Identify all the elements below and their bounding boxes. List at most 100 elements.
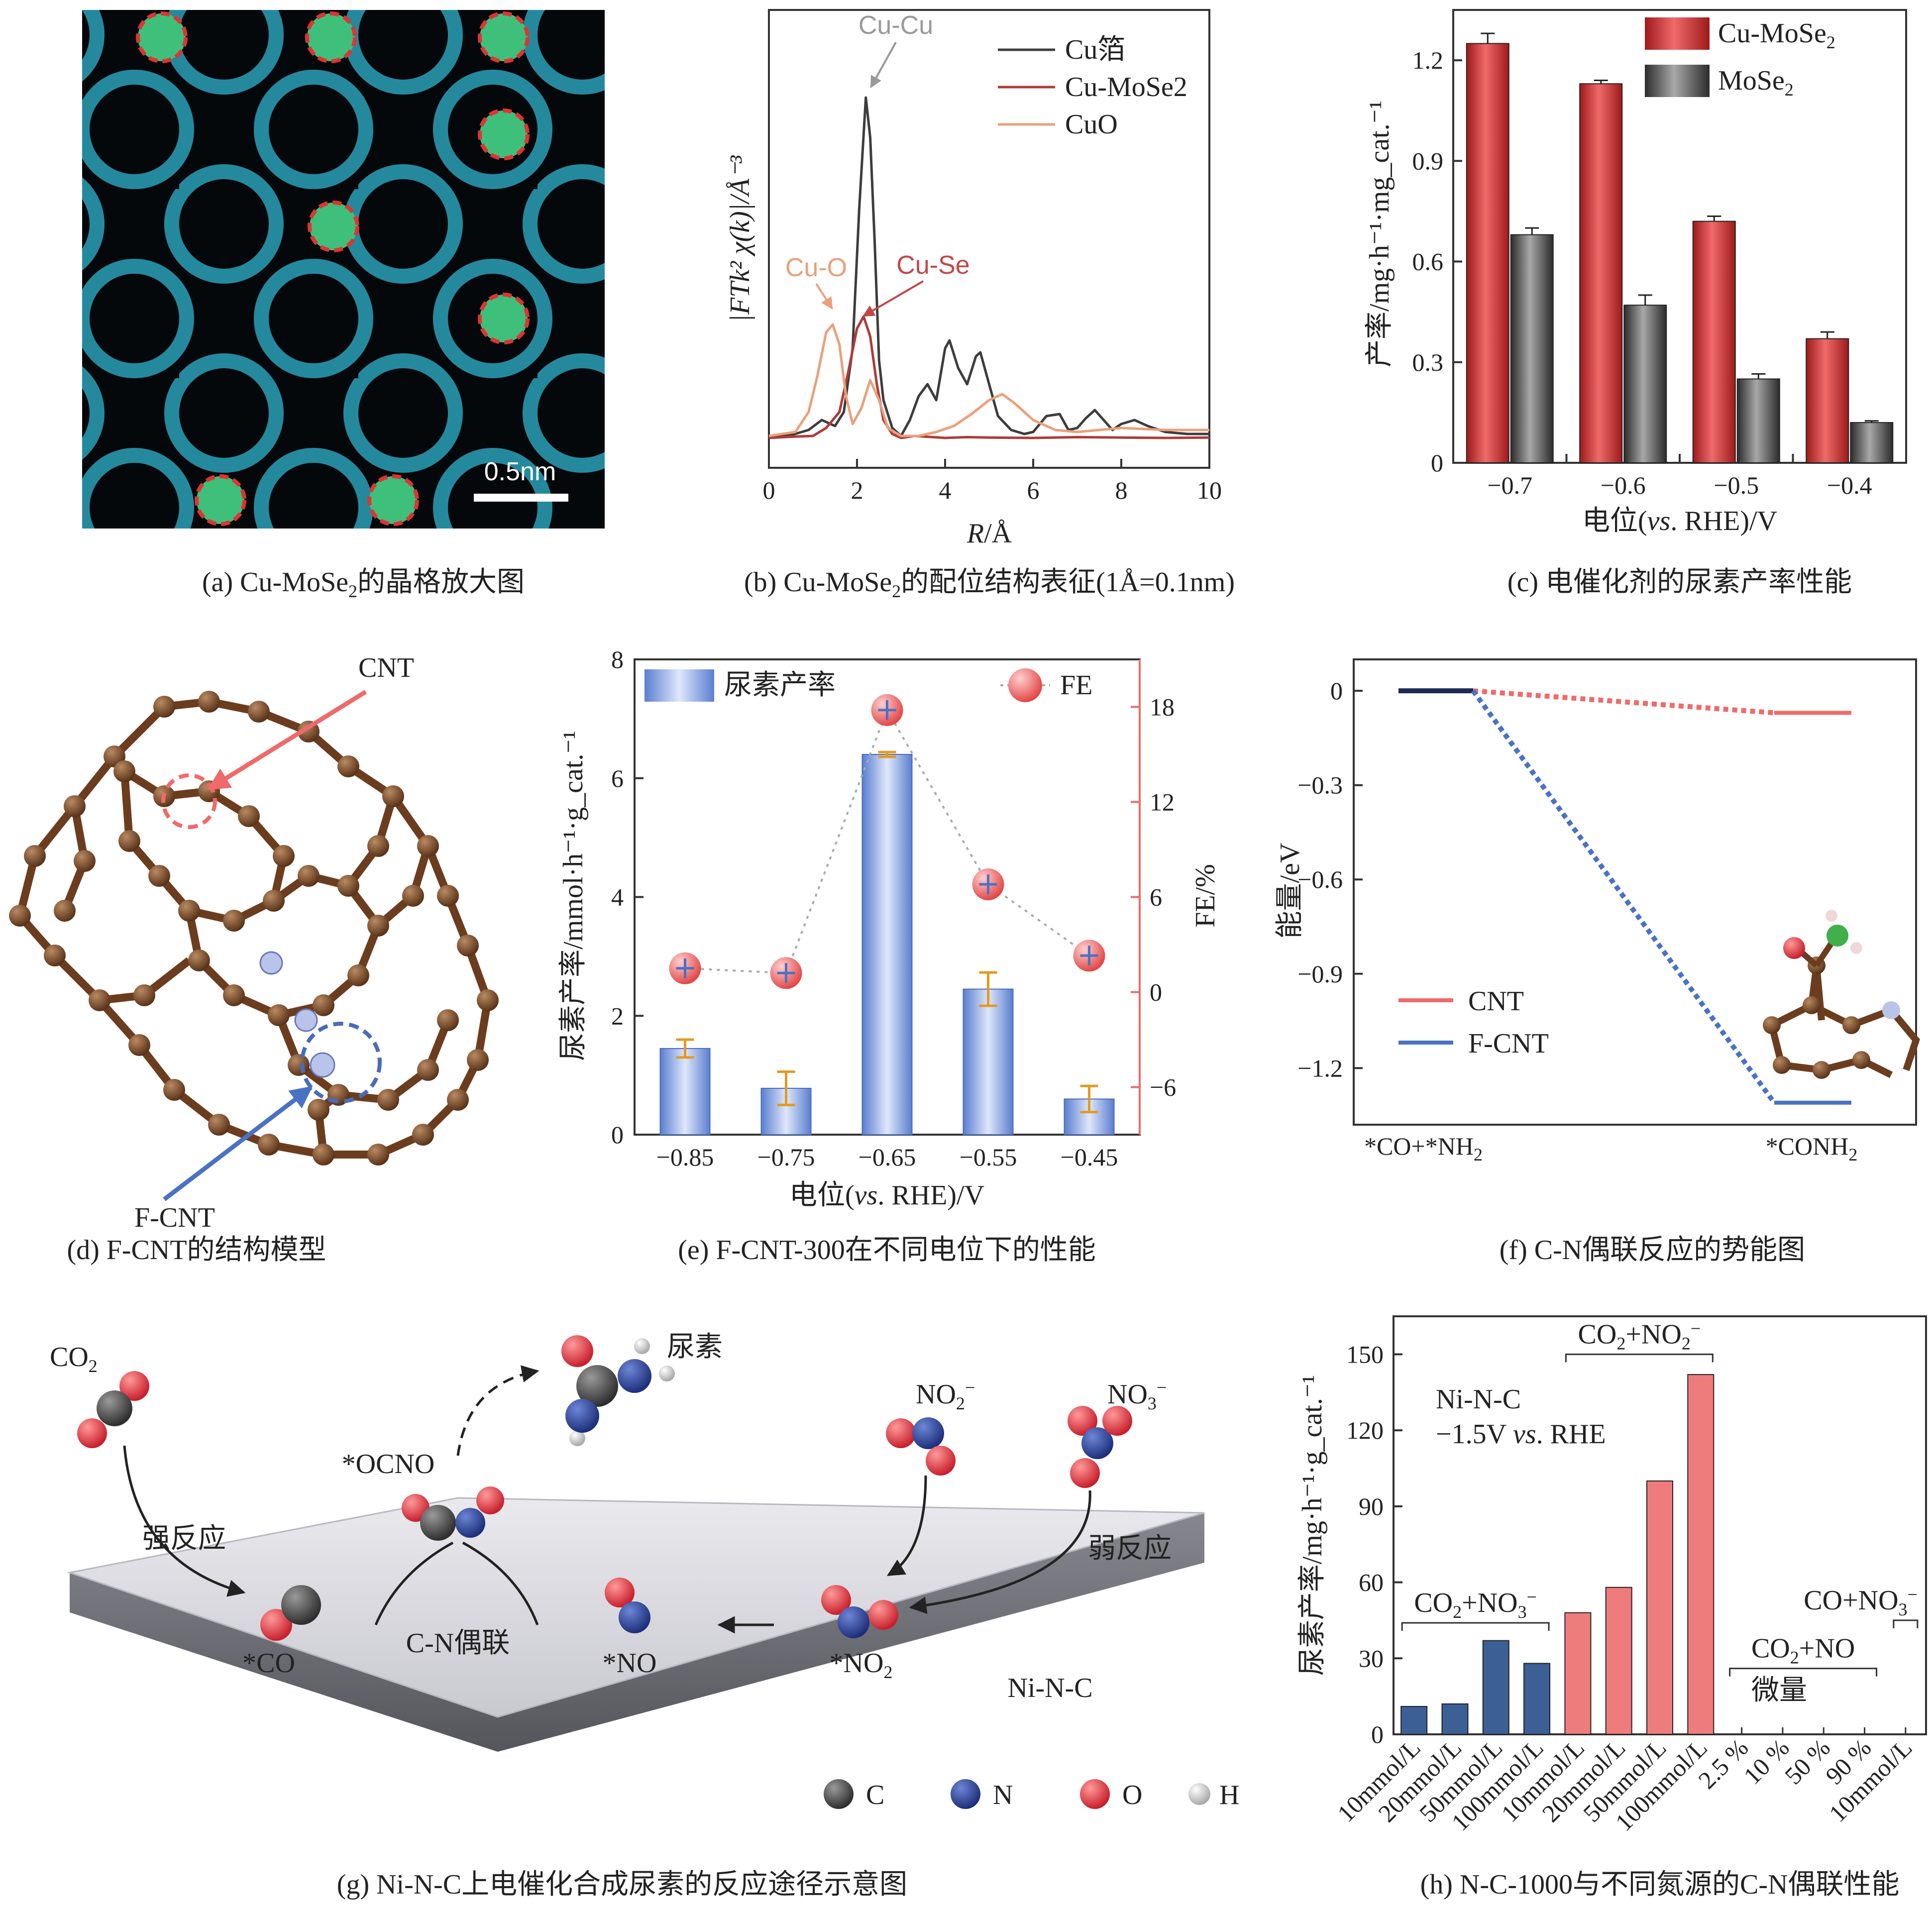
inset-h-atom xyxy=(1825,910,1837,922)
legend-label-cumose2: Cu-MoSe2 xyxy=(1065,72,1187,103)
e-xlabel: 电位(vs. RHE)/V xyxy=(789,1180,984,1211)
inset-o-atom xyxy=(1783,937,1805,959)
h-inset-line2: −1.5V vs. RHE xyxy=(1436,1419,1606,1450)
b-series xyxy=(768,96,1210,439)
conh2-inset-molecule xyxy=(1763,910,1920,1079)
caption-c: (c) 电催化剂的尿素产率性能 xyxy=(1507,567,1852,598)
label-urea: 尿素 xyxy=(667,1332,723,1363)
arrow-cnt xyxy=(207,690,367,791)
h-ytick-label: 120 xyxy=(1346,1416,1384,1444)
co2-molecule xyxy=(77,1371,149,1448)
scale-bar-label: 0.5nm xyxy=(484,457,556,486)
c-bars xyxy=(1466,32,1894,464)
panel-h: 030609012015010mmol/L20mmol/L50mmol/L100… xyxy=(1297,1315,1927,1900)
b-xtick-label: 2 xyxy=(851,476,863,504)
panel-g: CO2 尿素 *OCNO NO2− xyxy=(50,1332,1239,1900)
carbon-atom xyxy=(128,1034,150,1056)
carbon-atom xyxy=(153,696,175,718)
e-ytick-label: 6 xyxy=(611,764,624,792)
carbon-atom xyxy=(238,805,260,827)
b-xtick-label: 10 xyxy=(1197,476,1222,504)
carbon-atom xyxy=(263,890,285,912)
carbon-atom xyxy=(382,785,404,807)
carbon-atom xyxy=(308,1099,329,1121)
arrow-urea xyxy=(456,1365,539,1456)
legend-label-f-cnt: F-CNT xyxy=(1468,1028,1549,1059)
legend-label-o: O xyxy=(1122,1780,1142,1810)
cu-site-marker xyxy=(136,11,188,63)
carbon-atom xyxy=(467,1049,489,1071)
n-atom xyxy=(838,1606,869,1638)
carbon-atom xyxy=(412,1124,434,1146)
inset-h-atom xyxy=(1850,942,1862,954)
carbon-atom xyxy=(402,885,424,907)
e-legend: 尿素产率 FE xyxy=(644,668,1092,702)
cu-sites xyxy=(136,11,530,526)
panel-c: 0 0.3 0.6 0.9 1.2 −0.7 −0.6 −0.5 −0.4 产率/mg·h⁻¹·… xyxy=(1364,9,1907,598)
c-ytick-label: 0.3 xyxy=(1412,348,1444,376)
b-xlabel: R/Å xyxy=(966,518,1012,549)
e-bar xyxy=(963,988,1014,1135)
c-xtick-label: −0.6 xyxy=(1601,471,1646,499)
c-bar xyxy=(1692,220,1736,463)
no3-molecule xyxy=(1068,1406,1132,1488)
b-ylabel: |FTk² χ(k)|/Å⁻³ xyxy=(725,155,755,322)
f-axis-ticks: 0 −0.3 −0.6 −0.9 −1.2 xyxy=(1297,677,1363,1082)
cu-site-marker xyxy=(305,11,357,63)
carbon-atom xyxy=(118,830,140,852)
inset-atom xyxy=(1882,1001,1900,1019)
carbon-atom xyxy=(477,989,499,1011)
legend-label-cufoil: Cu箔 xyxy=(1065,34,1125,65)
f-ylabel: 能量/eV xyxy=(1275,843,1305,939)
o-atom xyxy=(605,1578,635,1607)
carbon-atom xyxy=(208,1114,230,1136)
h-ytick-label: 90 xyxy=(1359,1492,1384,1520)
legend-swatch-rate xyxy=(644,669,714,702)
n-atom xyxy=(455,1508,485,1538)
f-ytick-label: −0.3 xyxy=(1297,771,1343,799)
cu-site-marker xyxy=(367,474,419,526)
carbon-atom xyxy=(417,835,439,857)
c-ytick-label: 0 xyxy=(1431,449,1443,477)
h-bar xyxy=(1441,1703,1469,1735)
legend-c-atom xyxy=(824,1779,854,1809)
panel-a: 0.5nm (a) Cu-MoSe2的晶格放大图 xyxy=(82,10,605,601)
c-bar xyxy=(1806,338,1849,463)
carbon-atom xyxy=(273,845,295,867)
c-ytick-label: 0.9 xyxy=(1412,147,1444,175)
h-ylabel: 尿素产率/mg·h⁻¹·g_cat.⁻¹ xyxy=(1297,1375,1328,1676)
c-bar xyxy=(1850,422,1894,463)
carbon-atom xyxy=(298,865,320,887)
inset-atom xyxy=(1842,1016,1860,1034)
o-atom xyxy=(77,1418,107,1448)
o-atom xyxy=(1102,1406,1132,1436)
label-co2: CO2 xyxy=(50,1342,98,1376)
carbon-atom xyxy=(258,1134,280,1156)
label-weak-reaction: 弱反应 xyxy=(1088,1533,1172,1564)
carbon-atom xyxy=(447,1089,469,1111)
cu-site-marker xyxy=(308,201,359,252)
c-atom xyxy=(576,1365,618,1407)
annotation-cu-cu: Cu-Cu xyxy=(859,11,933,40)
label-no3: NO3− xyxy=(1107,1378,1167,1413)
legend-label-n: N xyxy=(993,1780,1013,1810)
label-cnt: CNT xyxy=(358,652,414,683)
c-bar xyxy=(1579,83,1623,463)
arrow-strong-reaction xyxy=(123,1445,246,1597)
h-group-bracket xyxy=(1729,1668,1878,1677)
c-axis-ticks: 0 0.3 0.6 0.9 1.2 −0.7 −0.6 −0.5 −0.4 xyxy=(1412,46,1872,499)
carbon-atom xyxy=(44,945,66,966)
adsorbed-no2 xyxy=(821,1585,898,1638)
h-bar xyxy=(1564,1612,1592,1735)
e-xtick-label: −0.55 xyxy=(960,1143,1017,1171)
b-xtick-label: 4 xyxy=(939,476,952,504)
h-xtick-label: 50 % xyxy=(1779,1733,1835,1790)
lattice-image xyxy=(82,10,605,529)
legend-label-fe: FE xyxy=(1060,670,1092,701)
inset-bonds xyxy=(1768,965,1920,1078)
c-ylabel: 产率/mg·h⁻¹·mg_cat.⁻¹ xyxy=(1364,101,1395,367)
plot-frame-f xyxy=(1353,658,1917,1126)
molecule-bonds xyxy=(15,697,492,1159)
label-star-co: *CO xyxy=(242,1648,295,1679)
